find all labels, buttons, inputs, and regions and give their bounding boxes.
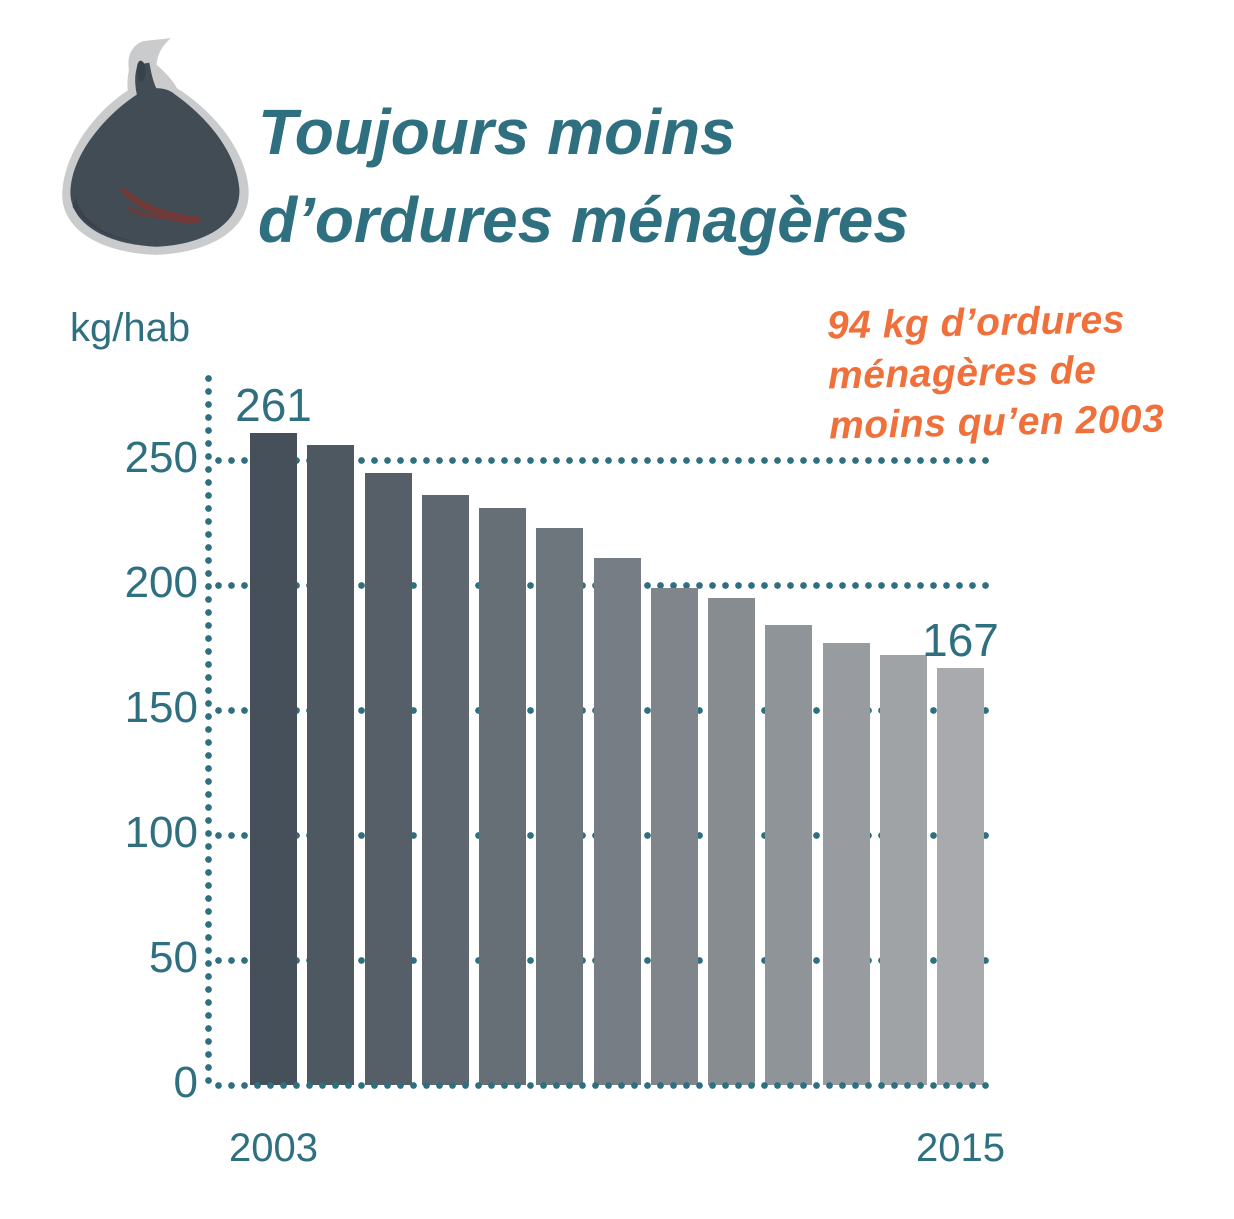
x-axis-line: [212, 1082, 992, 1089]
bar-2009: [593, 557, 641, 1085]
bar-value-label-last: 167: [922, 613, 999, 666]
gridline-250: [212, 456, 992, 464]
y-tick-label-100: 100: [124, 808, 198, 857]
y-tick-label-250: 250: [124, 433, 198, 482]
y-axis-line: [205, 372, 212, 1088]
bar-2013: [822, 642, 870, 1085]
bar-2012: [765, 625, 813, 1085]
bar-2004: [307, 445, 355, 1085]
bar-2010: [650, 587, 698, 1085]
y-tick-label-0: 0: [173, 1058, 198, 1107]
page-title-line1: Toujours moins: [258, 96, 736, 168]
y-axis-unit-label: kg/hab: [70, 306, 191, 350]
page-title: Toujours moins d’ordures ménagères: [258, 88, 909, 264]
page-title-line2: d’ordures ménagères: [258, 184, 909, 256]
bar-2005: [364, 472, 412, 1085]
y-tick-label-50: 50: [149, 933, 198, 982]
bar-2014: [879, 655, 927, 1085]
x-axis-label-2003: 2003: [229, 1126, 318, 1170]
x-axis-label-2015: 2015: [916, 1126, 1005, 1170]
y-tick-label-200: 200: [124, 558, 198, 607]
bar-2011: [708, 597, 755, 1085]
trash-bag-icon: [62, 38, 249, 255]
bar-value-label-first: 261: [235, 378, 312, 431]
bar-2003: [250, 432, 297, 1085]
bar-2006: [421, 495, 469, 1085]
bar-2007: [479, 507, 526, 1085]
y-tick-label-150: 150: [124, 683, 198, 732]
bar-2015: [937, 667, 984, 1085]
bar-2008: [536, 527, 584, 1085]
